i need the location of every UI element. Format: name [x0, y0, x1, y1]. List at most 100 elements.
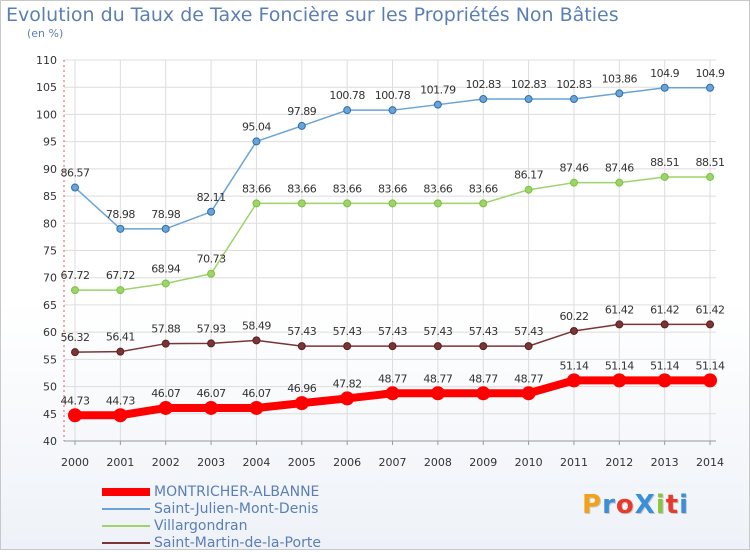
x-tick-label: 2007: [379, 456, 407, 469]
data-point: [252, 199, 261, 208]
data-label: 57.43: [469, 325, 498, 338]
data-label: 61.42: [650, 303, 679, 316]
data-point: [430, 386, 445, 401]
data-label: 100.78: [375, 89, 411, 102]
x-tick-label: 2000: [61, 456, 89, 469]
data-label: 67.72: [61, 269, 90, 282]
data-label: 97.89: [287, 105, 316, 118]
data-point: [113, 408, 128, 423]
data-label: 78.98: [151, 208, 180, 221]
x-tick-label: 2010: [515, 456, 543, 469]
data-label: 48.77: [514, 372, 543, 385]
data-label: 82.11: [197, 191, 226, 204]
proxiti-logo: ProXiti: [582, 490, 690, 520]
data-point: [207, 207, 216, 216]
data-label: 87.46: [559, 162, 588, 175]
y-tick-label: 70: [43, 272, 57, 285]
y-tick-label: 90: [43, 163, 57, 176]
y-tick-label: 65: [43, 299, 57, 312]
data-point: [479, 95, 488, 104]
data-label: 100.78: [329, 89, 365, 102]
data-point: [340, 391, 355, 406]
data-label: 57.43: [514, 325, 543, 338]
data-label: 46.07: [197, 387, 226, 400]
data-point: [343, 342, 352, 351]
data-label: 57.93: [197, 322, 226, 335]
data-point: [479, 199, 488, 208]
data-point: [433, 342, 442, 351]
data-label: 68.94: [151, 262, 180, 275]
data-label: 56.32: [61, 331, 90, 344]
data-label: 95.04: [242, 120, 271, 133]
data-point: [657, 373, 672, 388]
data-label: 46.07: [242, 387, 271, 400]
data-point: [343, 199, 352, 208]
data-label: 57.43: [423, 325, 452, 338]
data-point: [116, 224, 125, 233]
y-tick-label: 105: [36, 81, 57, 94]
data-point: [68, 408, 82, 423]
data-label: 102.83: [556, 78, 592, 91]
data-label: 103.86: [602, 72, 638, 85]
data-label: 104.9: [650, 67, 679, 80]
data-label: 48.77: [469, 372, 498, 385]
data-point: [706, 172, 715, 181]
legend-item: Villargondran: [102, 518, 402, 535]
data-point: [479, 342, 488, 351]
y-tick-label: 75: [43, 245, 57, 258]
data-point: [343, 106, 352, 115]
data-point: [524, 95, 533, 104]
data-label: 83.66: [378, 182, 407, 195]
data-label: 46.96: [287, 382, 316, 395]
y-tick-label: 50: [43, 381, 57, 394]
data-label: 51.14: [650, 359, 679, 372]
data-label: 67.72: [106, 269, 135, 282]
chart-legend: MONTRICHER-ALBANNE Saint-Julien-Mont-Deni…: [102, 484, 402, 552]
data-label: 51.14: [605, 359, 634, 372]
data-label: 51.14: [559, 359, 588, 372]
data-point: [388, 106, 397, 115]
data-label: 102.83: [511, 78, 547, 91]
data-label: 61.42: [696, 303, 725, 316]
data-point: [660, 320, 669, 329]
y-tick-label: 45: [43, 408, 57, 421]
y-tick-label: 40: [43, 435, 57, 448]
data-point: [294, 396, 309, 411]
data-label: 57.43: [333, 325, 362, 338]
y-tick-label: 95: [43, 136, 57, 149]
data-label: 56.41: [106, 331, 135, 344]
y-tick-label: 60: [43, 326, 57, 339]
data-point: [158, 400, 173, 415]
x-tick-label: 2013: [651, 456, 679, 469]
data-label: 57.88: [151, 323, 180, 336]
data-point: [161, 224, 170, 233]
x-tick-label: 2014: [696, 456, 724, 469]
x-tick-label: 2003: [197, 456, 225, 469]
y-tick-label: 100: [36, 108, 57, 121]
data-point: [116, 286, 125, 295]
data-point: [71, 286, 79, 295]
data-point: [252, 137, 261, 146]
data-label: 83.66: [333, 182, 362, 195]
data-point: [615, 89, 624, 98]
data-point: [297, 121, 306, 130]
data-point: [116, 347, 125, 356]
data-point: [433, 199, 442, 208]
data-point: [207, 269, 216, 278]
x-tick-label: 2002: [152, 456, 180, 469]
data-label: 87.46: [605, 162, 634, 175]
legend-swatch: [102, 508, 150, 510]
x-tick-label: 2008: [424, 456, 452, 469]
data-label: 70.73: [197, 253, 226, 266]
data-label: 83.66: [469, 182, 498, 195]
data-point: [706, 320, 715, 329]
data-label: 57.43: [378, 325, 407, 338]
data-point: [388, 199, 397, 208]
data-point: [385, 386, 400, 401]
chart-subtitle: (en %): [27, 27, 64, 40]
data-label: 44.73: [61, 394, 90, 407]
data-label: 51.14: [696, 359, 725, 372]
data-point: [249, 400, 264, 415]
data-point: [569, 95, 578, 104]
